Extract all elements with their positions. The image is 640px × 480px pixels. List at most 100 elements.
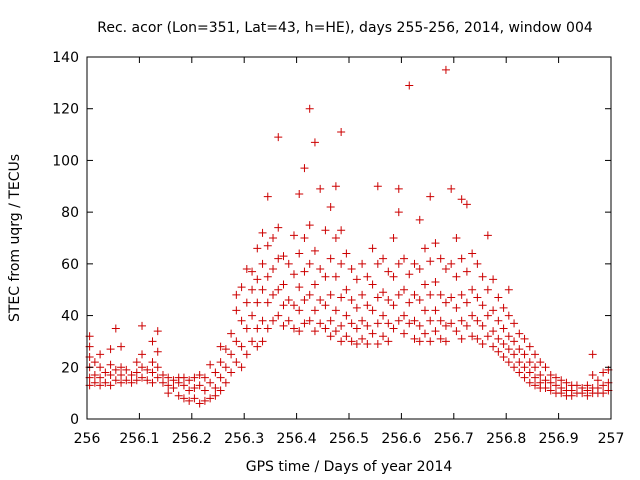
data-point bbox=[379, 288, 388, 297]
data-point bbox=[132, 376, 141, 385]
data-point bbox=[447, 293, 456, 302]
data-point bbox=[274, 311, 283, 320]
data-point bbox=[489, 327, 498, 336]
x-tick-label: 256 bbox=[74, 431, 101, 447]
y-tick-label: 0 bbox=[70, 412, 79, 428]
data-point bbox=[106, 381, 115, 390]
data-point bbox=[326, 290, 335, 299]
data-point bbox=[242, 324, 251, 333]
data-point bbox=[494, 316, 503, 325]
data-point bbox=[415, 296, 424, 305]
data-point bbox=[536, 371, 545, 380]
data-point bbox=[269, 234, 278, 242]
data-point bbox=[300, 164, 309, 173]
data-point bbox=[117, 363, 126, 372]
data-point bbox=[358, 334, 367, 343]
data-point bbox=[164, 381, 173, 390]
data-point bbox=[546, 371, 555, 380]
data-point bbox=[452, 234, 461, 242]
data-point bbox=[499, 324, 508, 333]
data-point bbox=[551, 381, 560, 390]
data-point bbox=[274, 285, 283, 294]
data-point bbox=[195, 371, 204, 380]
data-point bbox=[504, 285, 513, 294]
data-point bbox=[379, 254, 388, 263]
data-point bbox=[216, 342, 225, 351]
data-point bbox=[578, 389, 587, 398]
data-point bbox=[164, 389, 173, 398]
data-point bbox=[316, 319, 325, 328]
data-point bbox=[347, 337, 356, 346]
data-point bbox=[326, 332, 335, 341]
data-point bbox=[232, 358, 241, 367]
data-point bbox=[347, 265, 356, 274]
data-point bbox=[499, 303, 508, 312]
data-point bbox=[179, 373, 188, 382]
data-point bbox=[190, 394, 199, 403]
data-point bbox=[347, 319, 356, 328]
x-axis-label: GPS time / Days of year 2014 bbox=[246, 459, 453, 475]
data-point bbox=[363, 340, 372, 349]
data-point bbox=[96, 373, 105, 382]
data-point bbox=[206, 360, 215, 369]
data-point bbox=[227, 329, 236, 338]
data-point bbox=[384, 267, 393, 276]
data-point bbox=[515, 329, 524, 338]
data-point bbox=[169, 383, 178, 392]
data-point bbox=[510, 350, 519, 359]
data-point bbox=[258, 228, 267, 237]
data-point bbox=[227, 368, 236, 377]
data-point bbox=[394, 290, 403, 299]
data-point bbox=[248, 311, 257, 320]
data-point bbox=[420, 329, 429, 338]
data-point bbox=[551, 373, 560, 382]
data-point bbox=[436, 290, 445, 299]
data-point bbox=[310, 246, 319, 255]
data-point bbox=[337, 259, 346, 268]
data-point bbox=[295, 283, 304, 292]
y-tick-label: 100 bbox=[52, 153, 79, 169]
data-point bbox=[452, 272, 461, 281]
data-point bbox=[520, 373, 529, 382]
data-point bbox=[274, 223, 283, 232]
data-point bbox=[289, 301, 298, 310]
data-point bbox=[363, 321, 372, 330]
data-point bbox=[127, 371, 136, 380]
data-point bbox=[347, 296, 356, 305]
data-point bbox=[462, 200, 471, 209]
data-point bbox=[111, 324, 120, 333]
y-axis-label: STEC from uqrg / TECUs bbox=[7, 154, 23, 322]
data-point bbox=[431, 306, 440, 315]
data-point bbox=[153, 327, 162, 336]
data-point bbox=[478, 321, 487, 330]
data-point bbox=[195, 381, 204, 390]
data-point bbox=[258, 337, 267, 346]
data-point bbox=[269, 290, 278, 299]
data-point bbox=[221, 378, 230, 387]
data-point bbox=[305, 259, 314, 268]
y-tick-label: 60 bbox=[61, 257, 79, 273]
data-point bbox=[473, 316, 482, 325]
data-point bbox=[431, 327, 440, 336]
data-point bbox=[331, 182, 340, 191]
data-point bbox=[457, 254, 466, 263]
data-point bbox=[305, 316, 314, 325]
data-point bbox=[331, 234, 340, 242]
y-tick-label: 20 bbox=[61, 360, 79, 376]
data-point bbox=[489, 275, 498, 284]
data-point bbox=[363, 272, 372, 281]
data-point bbox=[457, 316, 466, 325]
data-point bbox=[274, 254, 283, 263]
data-point bbox=[179, 394, 188, 403]
data-point bbox=[310, 138, 319, 147]
data-point bbox=[410, 316, 419, 325]
data-point bbox=[300, 267, 309, 276]
data-point bbox=[117, 378, 126, 387]
data-point bbox=[510, 337, 519, 346]
data-point bbox=[389, 272, 398, 281]
data-point bbox=[111, 376, 120, 385]
data-point bbox=[468, 285, 477, 294]
data-point bbox=[342, 285, 351, 294]
data-point bbox=[321, 226, 330, 235]
